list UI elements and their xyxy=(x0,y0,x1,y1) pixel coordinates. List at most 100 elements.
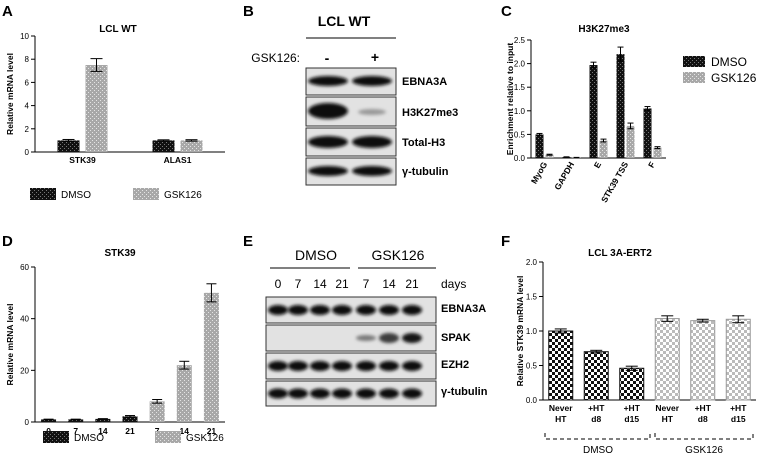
panel-c-bar-2-dmso xyxy=(589,65,598,158)
blot-e-label-ezh2: EZH2 xyxy=(441,359,469,371)
blot-b-gamma-tubulin xyxy=(305,157,397,186)
panel-f-brackets: DMSO GSK126 xyxy=(544,433,754,455)
panel-f-group-dmso: DMSO xyxy=(583,445,613,455)
panel-f-bracket-dmso xyxy=(544,433,651,440)
panel-f-category-label-line2: d8 xyxy=(698,414,708,424)
panel-c-category-label: MyoG xyxy=(529,160,550,186)
legend-c-swatch-dmso xyxy=(683,56,705,67)
panel-c-y-label: Enrichment relative to input xyxy=(505,43,515,156)
panel-c-category-label: F xyxy=(646,160,657,170)
panel-e-day-label: 21 xyxy=(335,277,349,291)
panel-d-bar-5-gsk126 xyxy=(176,365,192,422)
panel-e-day-label: 14 xyxy=(382,277,396,291)
panel-f-y-tick-label: 1.5 xyxy=(526,293,538,302)
panel-a-bar-stk39-gsk126 xyxy=(85,65,108,152)
panel-a-y-tick-label: 8 xyxy=(25,55,30,64)
panel-f-bar-4 xyxy=(690,320,716,401)
panel-f-category-label-line2: d15 xyxy=(731,414,746,424)
panel-f-y-tick-label: 2.0 xyxy=(526,258,538,267)
legend-d-swatch-gsk126 xyxy=(155,431,181,443)
panel-f-bar-3 xyxy=(654,318,680,401)
panel-letter-e: E xyxy=(243,233,253,250)
panel-f-category-label-line1: +HT xyxy=(588,403,605,413)
panel-d-y-tick-label: 60 xyxy=(20,263,29,272)
panel-c-bar-4-gsk126 xyxy=(653,147,662,158)
legend-panel-d: DMSO GSK126 xyxy=(43,431,224,444)
panel-f-category-label-line2: HT xyxy=(662,414,674,424)
panel-f-y-label: Relative STK39 mRNA level xyxy=(515,276,525,387)
panel-c-category-label: GAPDH xyxy=(552,160,576,192)
blot-e-ebna3a xyxy=(265,296,437,324)
panel-c-y-tick-label: 2.5 xyxy=(514,36,526,45)
panel-c-bar-0-dmso xyxy=(535,134,544,158)
legend-c-label-gsk126: GSK126 xyxy=(711,71,757,85)
legend-panel-a: DMSO GSK126 xyxy=(30,188,202,201)
panel-d-category-label: 14 xyxy=(180,426,190,436)
legend-d-label-gsk126: GSK126 xyxy=(186,433,224,444)
panel-e-days-label: days xyxy=(441,277,466,291)
panel-d-y-tick-label: 40 xyxy=(20,315,29,324)
panel-d-title: STK39 xyxy=(104,248,136,259)
blot-e-ezh2 xyxy=(265,352,437,380)
panel-b-title: LCL WT xyxy=(318,13,371,29)
panel-e-day-label: 7 xyxy=(363,277,370,291)
chart-panel-a: 0 2 4 6 8 10 Relative mRNA level STK39 ALAS1 xyxy=(5,32,225,165)
panel-letter-a: A xyxy=(2,3,13,20)
legend-a-label-gsk126: GSK126 xyxy=(164,190,202,201)
blot-b-h3k27me3 xyxy=(305,96,397,127)
panel-c-bar-0-gsk126 xyxy=(545,154,554,158)
panel-a-y-tick-label: 0 xyxy=(25,148,30,157)
panel-d-bar-1-dmso xyxy=(68,419,84,422)
panel-f-category-label-line2: d8 xyxy=(591,414,601,424)
panel-f-bar-0 xyxy=(548,330,574,401)
panel-f-category-label-line1: +HT xyxy=(695,403,712,413)
blot-e-label-gamma-tubulin: γ-tubulin xyxy=(441,386,488,398)
panel-d-category-label: 21 xyxy=(207,426,217,436)
panel-e-day-label: 0 xyxy=(275,277,282,291)
panel-a-y-tick-label: 2 xyxy=(25,125,30,134)
legend-a-swatch-gsk126 xyxy=(133,188,159,200)
panel-letter-c: C xyxy=(501,3,512,20)
panel-letter-b: B xyxy=(243,3,254,20)
panel-e-day-label: 14 xyxy=(313,277,327,291)
panel-f-bar-5 xyxy=(725,318,751,401)
panel-e-day-label: 21 xyxy=(405,277,419,291)
panel-d-category-label: 7 xyxy=(73,426,78,436)
panel-a-category-label: ALAS1 xyxy=(164,155,192,165)
panel-b-lane-minus: - xyxy=(325,50,330,66)
panel-c-bar-2-gsk126 xyxy=(599,140,608,158)
blot-b-label-ebna3a: EBNA3A xyxy=(402,76,447,88)
panel-c-y-tick-label: 0.0 xyxy=(514,154,526,163)
panel-e-blots xyxy=(265,296,437,407)
panel-d-bar-4-gsk126 xyxy=(149,401,165,422)
blot-b-ebna3a xyxy=(305,67,397,96)
panel-b-lane-plus: + xyxy=(371,49,379,65)
panel-e-group-gsk126: GSK126 xyxy=(372,247,425,263)
blot-e-label-ebna3a: EBNA3A xyxy=(441,303,486,315)
panel-a-bar-alas1-dmso xyxy=(152,140,175,152)
panel-c-y-tick-label: 2.0 xyxy=(514,60,526,69)
panel-c-bar-4-dmso xyxy=(643,108,652,158)
panel-d-bar-6-gsk126 xyxy=(203,292,219,422)
panel-c-bar-3-dmso xyxy=(616,54,625,158)
blot-b-label-total-h3: Total-H3 xyxy=(402,137,445,149)
panel-c-category-label: STK39 TSS xyxy=(599,160,630,205)
panel-d-y-tick-label: 20 xyxy=(20,366,29,375)
legend-c-swatch-gsk126 xyxy=(683,72,705,83)
panel-f-y-tick-label: 0.0 xyxy=(526,396,538,405)
panel-f-bracket-gsk126 xyxy=(654,433,754,440)
panel-f-bar-1 xyxy=(583,351,609,401)
panel-d-y-tick-label: 0 xyxy=(25,418,30,427)
panel-f-category-label-line2: d15 xyxy=(624,414,639,424)
panel-f-category-label-line1: +HT xyxy=(730,403,747,413)
panel-a-bar-alas1-gsk126 xyxy=(180,140,203,152)
panel-d-category-label: 21 xyxy=(125,426,135,436)
panel-e-days: 0 7 14 21 7 14 21 xyxy=(275,277,419,291)
panel-f-group-gsk126: GSK126 xyxy=(685,445,723,455)
panel-e-group-dmso: DMSO xyxy=(295,247,337,263)
legend-panel-c: DMSO GSK126 xyxy=(683,55,757,85)
legend-c-label-dmso: DMSO xyxy=(711,55,747,69)
legend-d-label-dmso: DMSO xyxy=(74,433,104,444)
